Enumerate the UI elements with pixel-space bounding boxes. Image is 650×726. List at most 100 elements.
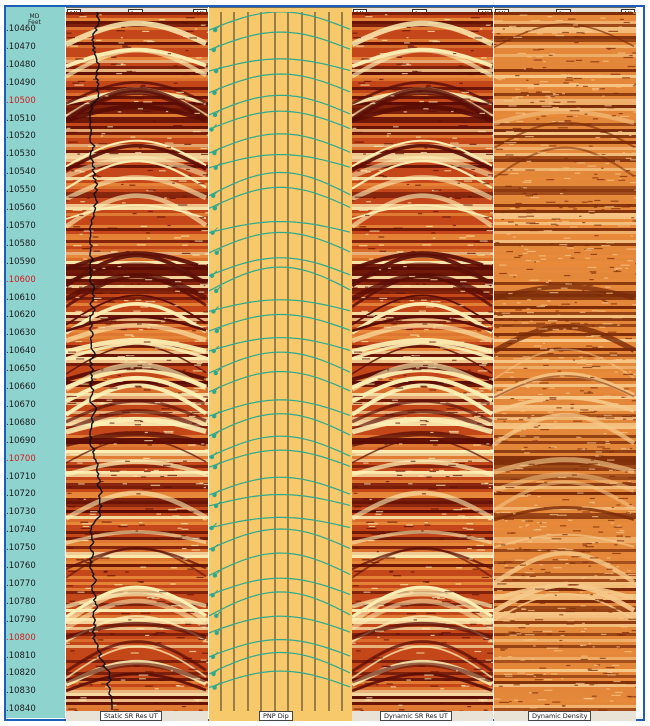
depth-label: .10720 <box>6 489 36 500</box>
dip-tadpole-tail <box>213 44 220 51</box>
depth-label: .10670 <box>6 399 36 410</box>
depth-label: .10820 <box>6 668 36 679</box>
depth-label: .10470 <box>6 41 36 52</box>
dip-sinusoid <box>209 266 351 292</box>
static-footer-label: Static SR Res UT <box>100 711 162 721</box>
dip-sinusoid <box>209 399 351 417</box>
dip-tadpole-tail <box>211 451 218 458</box>
depth-label: .10770 <box>6 578 36 589</box>
dip-track <box>209 12 352 711</box>
depth-label: .10590 <box>6 256 36 267</box>
dip-tadpole-tail <box>212 227 218 234</box>
depth-label: .10740 <box>6 525 36 536</box>
depth-label: .10610 <box>6 292 36 303</box>
dip-tadpole-tail <box>213 345 220 352</box>
dip-tadpole-tail <box>215 610 222 617</box>
dip-sinusoid <box>209 516 351 529</box>
dip-tadpole-tail <box>211 522 217 529</box>
density-image <box>494 12 636 711</box>
dip-tadpole-tail <box>214 109 221 116</box>
depth-label: .10730 <box>6 507 36 518</box>
dip-tadpole-tail <box>212 651 219 658</box>
dip-sinusoid <box>209 231 351 254</box>
dip-sinusoid <box>209 493 351 507</box>
dynamic-image-track <box>352 12 493 711</box>
depth-label: .10810 <box>6 650 36 661</box>
depth-label: .10550 <box>6 185 36 196</box>
dip-tadpole-tail <box>216 325 223 332</box>
dip-sinusoid-plot <box>209 12 352 711</box>
depth-header: MD Feet <box>28 14 41 26</box>
dip-sinusoid <box>209 449 351 468</box>
depth-header-unit: MD <box>29 13 40 20</box>
dip-tadpole-tail <box>216 247 223 254</box>
dip-tadpole-tail <box>212 190 219 197</box>
dip-tadpole-tail <box>214 202 221 209</box>
dip-sinusoid <box>209 313 351 332</box>
dip-sinusoid <box>209 615 351 634</box>
depth-label: .10700 <box>6 453 36 464</box>
depth-label: .10460 <box>6 24 36 34</box>
density-image-track <box>494 12 636 711</box>
dip-sinusoid <box>209 257 351 277</box>
dip-sinusoid <box>209 299 351 312</box>
depth-label: .10690 <box>6 435 36 446</box>
dip-sinusoid <box>209 577 351 596</box>
dip-sinusoid <box>209 31 351 51</box>
dip-sinusoid <box>209 171 351 197</box>
static-footer: Static SR Res UT <box>66 711 208 721</box>
depth-label: .10530 <box>6 149 36 160</box>
depth-track: MD Feet .10460 .10470 .10480 .10490 .10500 .1… <box>6 7 65 718</box>
dip-sinusoid <box>209 154 351 169</box>
dip-tadpole-tail <box>211 124 217 130</box>
dip-footer-label: PNP Dip <box>259 711 293 721</box>
density-footer: Dynamic Density <box>494 711 636 721</box>
gamma-curve <box>88 12 113 710</box>
depth-label: .10780 <box>6 596 36 607</box>
dip-tadpole-tail <box>216 627 223 634</box>
dip-sinusoid <box>209 528 351 550</box>
depth-label: .10600 <box>6 274 36 285</box>
dip-tadpole-tail <box>215 162 222 169</box>
dip-sinusoid <box>209 591 351 617</box>
depth-label: .10680 <box>6 417 36 428</box>
depth-label: .10500 <box>6 95 36 106</box>
dip-tadpole-tail <box>215 367 222 374</box>
depth-label: .10630 <box>6 328 36 339</box>
depth-label: .10710 <box>6 471 36 482</box>
depth-label: .10480 <box>6 59 36 70</box>
dip-sinusoid <box>209 221 351 234</box>
depth-label: .10830 <box>6 686 36 697</box>
dip-sinusoid <box>209 639 351 658</box>
dip-tadpole-tail <box>214 147 220 154</box>
dip-tadpole-tail <box>214 489 220 496</box>
dip-sinusoid <box>209 110 351 130</box>
depth-label: .10660 <box>6 382 36 392</box>
dip-sinusoid <box>209 186 351 209</box>
dip-footer: PNP Dip <box>209 711 352 721</box>
depth-label: .10520 <box>6 131 36 142</box>
dip-sinusoid <box>209 58 351 72</box>
dip-tadpole-tail <box>213 430 220 437</box>
dip-tadpole-tail <box>213 306 219 312</box>
depth-header-feet: Feet <box>28 19 41 26</box>
dip-sinusoid <box>209 133 351 154</box>
dip-tadpole-tail <box>215 285 222 292</box>
dip-sinusoid <box>209 94 351 116</box>
depth-label: .10620 <box>6 310 36 321</box>
dip-tadpole-tail <box>212 544 219 550</box>
dip-tadpole-tail <box>213 386 220 393</box>
dip-sinusoid <box>209 552 351 577</box>
dip-tadpole-tail <box>215 65 222 72</box>
static-resistivity-image <box>66 12 208 711</box>
depth-label: .10650 <box>6 364 36 375</box>
static-image-track <box>66 12 208 711</box>
dip-sinusoid <box>209 337 351 352</box>
dip-sinusoid <box>209 670 351 689</box>
depth-label: .10540 <box>6 167 36 178</box>
dip-sinusoid <box>209 371 351 393</box>
dynamic-footer-label: Dynamic SR Res UT <box>380 711 452 721</box>
dip-tadpole-tail <box>213 410 220 417</box>
depth-label: .10790 <box>6 614 36 625</box>
dip-tadpole-tail <box>213 668 219 675</box>
